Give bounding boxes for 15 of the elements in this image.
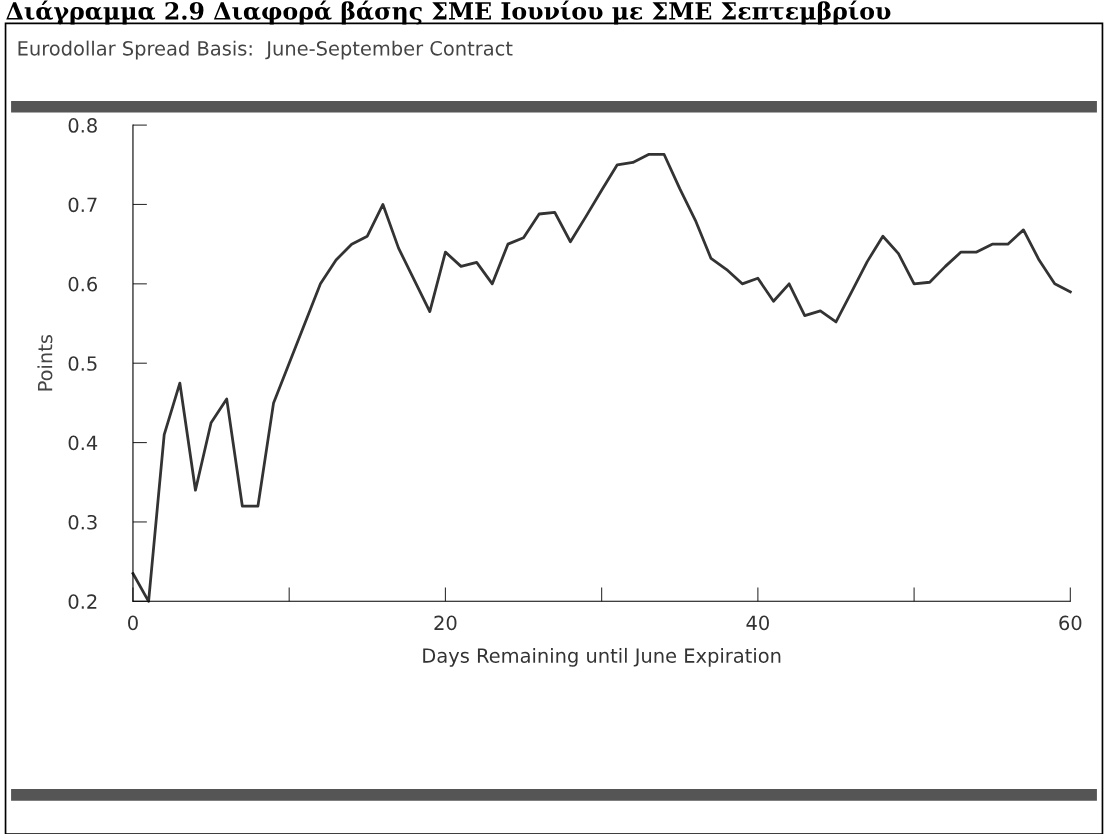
- y-tick-label: 0.8: [68, 118, 97, 133]
- y-tick-label: 0.2: [68, 594, 97, 609]
- x-tick-label: 20: [434, 615, 457, 631]
- x-axis-title: Days Remaining until June Expiration: [423, 647, 781, 667]
- x-tick-label: 40: [746, 615, 769, 631]
- y-tick-label: 0.4: [68, 435, 98, 451]
- y-axis-title: Points: [37, 334, 53, 391]
- y-tick-label: 0.7: [68, 197, 97, 213]
- x-tick-label: 60: [1059, 615, 1082, 631]
- text: Διάγραμμα 2.9 Διαφορά βάσης ΣΜΕ Ιουνίου με ΣΜΕ Σεπτεμβρίου: [6, 0, 891, 25]
- x-tick-label: 0: [128, 615, 138, 631]
- chart-title: Eurodollar Spread Basis: June-September Contract: [18, 40, 513, 60]
- y-tick-label: 0.3: [68, 514, 97, 530]
- y-tick-label: 0.6: [68, 276, 98, 292]
- y-tick-label: 0.5: [68, 356, 97, 371]
